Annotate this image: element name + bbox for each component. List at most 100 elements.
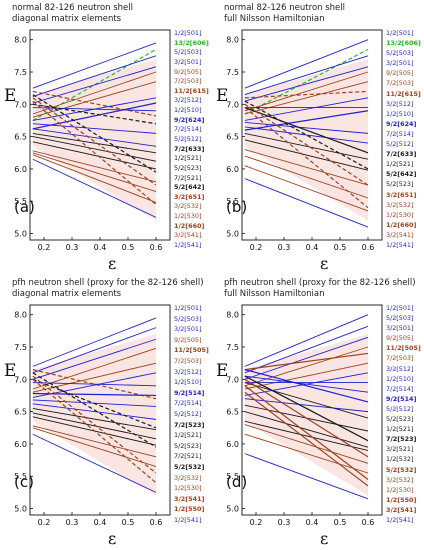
level-label: 1/2[501]: [174, 29, 202, 37]
series-line: [32, 427, 157, 467]
level-label: 7/2[514]: [386, 129, 414, 138]
x-tick-label: 0.5: [334, 518, 347, 527]
level-label: 5/2[642]: [386, 170, 417, 179]
series-line: [32, 94, 157, 173]
x-tick-label: 0.4: [306, 243, 319, 252]
level-label: 9/2[505]: [386, 69, 414, 78]
shaded-band: [244, 334, 368, 496]
x-axis-label: ε: [108, 529, 117, 548]
x-tick-label: 0.4: [306, 518, 319, 527]
x-tick-label: 0.4: [94, 243, 107, 252]
x-tick-label: 0.6: [362, 243, 375, 252]
level-label: 7/2[514]: [174, 125, 202, 134]
level-label: 7/2[503]: [174, 357, 202, 365]
level-label: 7/2[633]: [174, 144, 205, 153]
y-tick-label: 7.5: [226, 343, 239, 352]
y-tick-label: 7.0: [226, 375, 239, 384]
panel-title-line-2: diagonal matrix elements: [12, 289, 122, 299]
series-line: [32, 103, 157, 125]
chart-svg: 0.2 0.3 0.4 0.5 0.6 5.0 5.5 6.0 6.5 7.0 7.5 8.0: [14, 304, 171, 527]
x-axis-label: ε: [108, 254, 117, 273]
level-label: 5/2[503]: [174, 314, 202, 323]
series-line: [32, 152, 157, 192]
y-tick-label: 7.0: [226, 100, 239, 109]
y-tick-label: 6.5: [14, 408, 27, 417]
x-axis-label: ε: [320, 254, 329, 273]
y-axis-label: E: [4, 361, 17, 381]
level-label: 11/2[615]: [174, 86, 209, 95]
x-tick-label: 0.6: [150, 518, 163, 527]
series-line: [244, 165, 369, 212]
series-line: [244, 81, 369, 115]
y-axis-label: E: [4, 86, 17, 106]
y-tick-label: 8.0: [14, 311, 27, 320]
level-label: 5/2[512]: [386, 140, 414, 149]
panel-label: (d): [226, 473, 248, 491]
series-line: [32, 382, 157, 387]
series-line: [244, 100, 369, 170]
level-label: 5/2[503]: [386, 49, 414, 58]
level-label: 3/2[651]: [174, 192, 205, 201]
panel-d: 0.2 0.3 0.4 0.5 0.6 5.0 5.5 6.0 6.5 7.0 7.5 8.0 pfh…: [212, 275, 424, 550]
level-label: 7/2[521]: [174, 173, 202, 182]
level-label: 5/2[532]: [174, 463, 205, 471]
series-line: [32, 327, 157, 374]
y-tick-label: 5.5: [226, 472, 239, 481]
level-label: 1/2[510]: [386, 374, 414, 383]
series-line: [244, 66, 369, 102]
series-line: [32, 132, 157, 154]
series-line: [244, 375, 369, 442]
series-line: [244, 391, 369, 487]
series-line: [32, 425, 157, 458]
series-line: [244, 325, 369, 374]
series-line: [32, 403, 157, 420]
series-line: [32, 100, 157, 205]
series-line: [32, 317, 157, 367]
level-label: 9/2[624]: [174, 115, 205, 124]
level-label: 1/2[501]: [386, 29, 414, 37]
level-label: 9/2[624]: [386, 119, 417, 128]
level-label: 3/2[501]: [174, 57, 202, 66]
x-tick-label: 0.3: [66, 518, 79, 527]
series-line: [244, 362, 369, 390]
level-label: 13/2[606]: [386, 39, 421, 48]
x-tick-label: 0.3: [278, 518, 291, 527]
level-label: 7/2[503]: [174, 77, 202, 86]
level-label: 1/2[510]: [174, 378, 202, 387]
level-label: 1/2[541]: [174, 516, 202, 524]
y-tick-label: 7.0: [14, 375, 27, 384]
series-line: [244, 97, 369, 121]
shaded-band: [32, 59, 156, 221]
panel-title-line-2: full Nilsson Hamiltonian: [224, 14, 325, 24]
level-label: 7/2[514]: [174, 399, 202, 408]
series-line: [32, 433, 157, 493]
level-label: 1/2[550]: [174, 505, 205, 514]
level-label: 5/2[523]: [386, 415, 414, 424]
level-label: 3/2[532]: [386, 475, 414, 484]
level-label: 1/2[660]: [386, 220, 417, 229]
level-label: 9/2[505]: [174, 335, 202, 344]
level-label: 3/2[501]: [386, 324, 414, 333]
x-tick-label: 0.5: [122, 243, 135, 252]
x-tick-label: 0.4: [94, 518, 107, 527]
series-line: [32, 42, 157, 89]
y-tick-label: 6.0: [226, 165, 239, 174]
series-line: [32, 102, 157, 130]
level-label: 1/2[532]: [386, 455, 414, 464]
panel-label: (c): [14, 473, 34, 491]
series-line: [32, 55, 157, 97]
level-label: 5/2[523]: [174, 441, 202, 450]
panel-title-line-1: pfh neutron shell (proxy for the 82-126 …: [224, 278, 416, 288]
level-label: 5/2[512]: [174, 410, 202, 418]
level-label: 7/2[521]: [174, 452, 202, 461]
y-tick-label: 5.5: [226, 197, 239, 206]
x-tick-label: 0.3: [278, 243, 291, 252]
series-line: [244, 314, 369, 367]
series-line: [244, 336, 369, 380]
series-line: [244, 375, 369, 393]
level-label: 9/2[505]: [174, 67, 202, 76]
panel-c: 0.2 0.3 0.4 0.5 0.6 5.0 5.5 6.0 6.5 7.0 7.5 8.0 pfh…: [0, 275, 212, 550]
panel-label: (b): [226, 198, 248, 216]
series-line: [32, 90, 157, 117]
level-label: 1/2[541]: [386, 516, 414, 524]
